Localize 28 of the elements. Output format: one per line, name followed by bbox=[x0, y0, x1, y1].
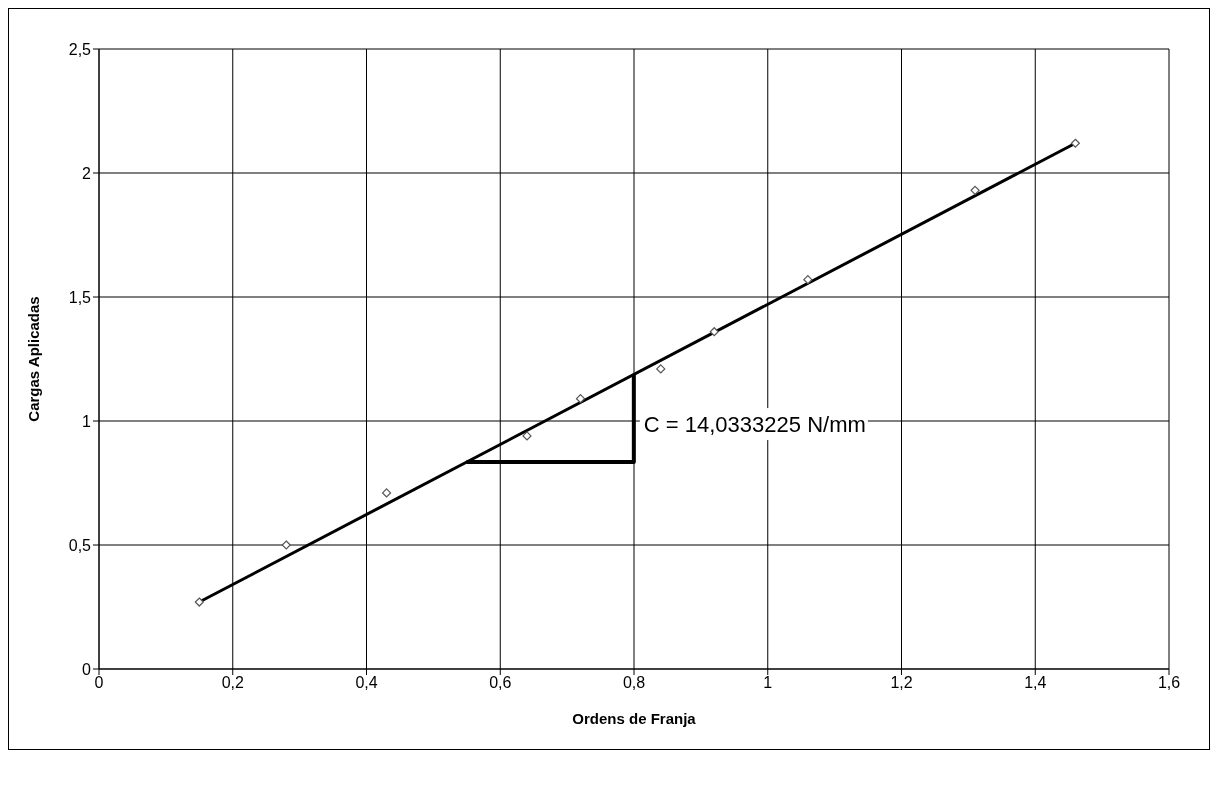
y-tick-label: 0 bbox=[82, 660, 92, 678]
x-tick-label: 0,8 bbox=[622, 674, 646, 692]
x-tick-label: 0,6 bbox=[489, 674, 512, 692]
x-tick-label: 0,4 bbox=[355, 674, 378, 692]
point bbox=[522, 431, 532, 441]
point bbox=[656, 364, 666, 374]
y-tick-label: 2,5 bbox=[68, 40, 92, 58]
point bbox=[281, 540, 291, 550]
y-tick-label: 2 bbox=[82, 164, 92, 182]
annotation: C = 14,0333225 N/mm bbox=[643, 412, 866, 438]
point bbox=[1070, 138, 1080, 148]
point bbox=[194, 597, 204, 607]
y-tick-label: 0,5 bbox=[68, 536, 92, 554]
x-tick-label: 0 bbox=[94, 674, 104, 692]
x-axis-title: Ordens de Franja bbox=[572, 710, 697, 727]
y-tick-label: 1 bbox=[82, 412, 92, 430]
x-tick-label: 1 bbox=[763, 674, 773, 692]
y-axis-title: Cargas Aplicadas bbox=[25, 296, 43, 422]
point bbox=[709, 327, 719, 337]
x-tick-label: 1,2 bbox=[890, 674, 913, 692]
point bbox=[381, 488, 392, 498]
y-tick-label: 1,5 bbox=[68, 288, 92, 306]
point bbox=[970, 185, 980, 195]
point bbox=[575, 394, 586, 404]
x-tick-label: 1,6 bbox=[1157, 674, 1181, 692]
point bbox=[803, 275, 813, 285]
x-tick-label: 0,2 bbox=[221, 674, 244, 692]
x-tick-label: 1,4 bbox=[1024, 674, 1047, 692]
